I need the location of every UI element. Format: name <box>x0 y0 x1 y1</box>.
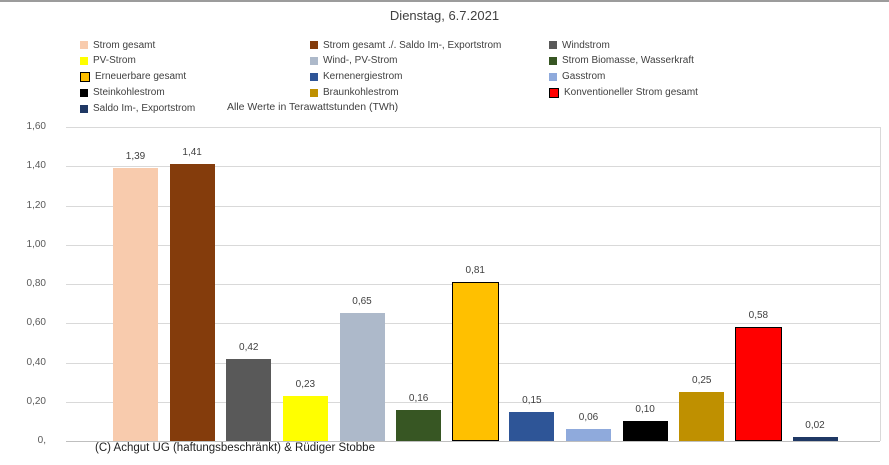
gridline <box>66 244 880 246</box>
legend-swatch-icon <box>80 71 90 82</box>
gridline <box>66 166 880 168</box>
legend-item: Steinkohlestrom <box>80 86 165 100</box>
legend-item: PV-Strom <box>80 54 136 68</box>
bar <box>226 358 272 441</box>
legend-item: Kernenergiestrom <box>310 70 402 84</box>
bar-value-label: 0,16 <box>408 392 429 404</box>
plot-area: 1,39 1,41 0,42 0,23 0,65 0,16 0,81 0,15 0,06 0,10… <box>66 127 881 442</box>
legend-swatch-icon <box>80 41 88 49</box>
legend-label: Strom Biomasse, Wasserkraft <box>562 55 694 67</box>
y-tick-label: 0,60 <box>26 317 46 329</box>
legend-label: Konventioneller Strom gesamt <box>564 87 698 99</box>
legend-swatch-icon <box>80 56 88 65</box>
bar-value-label: 0,81 <box>465 265 485 277</box>
bar <box>113 168 158 441</box>
units-note: Alle Werte in Terawattstunden (TWh) <box>227 101 399 113</box>
bar <box>339 313 385 441</box>
bar-value-label: 0,15 <box>522 394 542 406</box>
legend-label: PV-Strom <box>93 55 136 67</box>
legend-item: Braunkohlestrom <box>310 86 399 100</box>
legend-label: Strom gesamt <box>93 39 156 51</box>
legend-label: Saldo Im-, Exportstrom <box>93 103 196 115</box>
bar <box>396 409 442 441</box>
legend-label: Windstrom <box>562 39 610 51</box>
legend-item: Saldo Im-, Exportstrom <box>80 102 195 116</box>
legend-item: Windstrom <box>549 38 610 52</box>
bar <box>451 282 499 441</box>
bar <box>282 395 328 441</box>
bar-value-label: 0,23 <box>295 378 316 390</box>
legend-swatch-icon <box>310 88 318 97</box>
y-tick-label: 1,60 <box>26 121 46 132</box>
legend-swatch-icon <box>310 72 318 81</box>
legend-item: Erneuerbare gesamt <box>80 70 186 84</box>
legend-label: Wind-, PV-Strom <box>323 55 398 67</box>
bar <box>734 327 782 441</box>
legend-swatch-icon <box>310 41 318 49</box>
legend-swatch-icon <box>549 41 557 49</box>
bar <box>792 437 838 441</box>
legend-swatch-icon <box>549 72 557 81</box>
legend-swatch-icon <box>80 88 88 97</box>
y-tick-label: 1,00 <box>26 238 46 250</box>
legend-label: Kernenergiestrom <box>323 71 403 83</box>
y-tick-label: 1,20 <box>26 199 46 211</box>
legend-swatch-icon <box>80 104 88 113</box>
legend-item: Strom gesamt <box>80 38 155 52</box>
y-tick-label: 1,40 <box>26 160 46 172</box>
top-border-line <box>0 0 889 2</box>
bar <box>169 164 215 441</box>
legend-item: Konventioneller Strom gesamt <box>549 86 698 100</box>
y-tick-label: 0, <box>37 435 46 446</box>
bar-value-label: 0,06 <box>578 412 599 424</box>
bar-value-label: 0,10 <box>635 404 655 416</box>
legend-label: Gasstrom <box>562 71 606 83</box>
bar-value-label: 0,58 <box>748 310 769 322</box>
bar-value-label: 1,41 <box>182 147 202 159</box>
copyright-text: (C) Achgut UG (haftungsbeschränkt) & Rüd… <box>95 442 375 454</box>
bar <box>679 391 725 441</box>
legend-item: Strom Biomasse, Wasserkraft <box>549 54 694 68</box>
bar-value-label: 0,42 <box>239 341 259 353</box>
legend-label: Steinkohlestrom <box>93 87 165 99</box>
legend-label: Strom gesamt ./. Saldo Im-, Exportstrom <box>323 39 502 51</box>
legend-item: Strom gesamt ./. Saldo Im-, Exportstrom <box>310 38 501 52</box>
bar-value-label: 1,39 <box>125 151 146 163</box>
legend-label: Braunkohlestrom <box>323 87 399 99</box>
x-axis-line <box>66 441 880 442</box>
bar-value-label: 0,65 <box>352 296 372 308</box>
y-tick-label: 0,20 <box>26 395 46 407</box>
bar-value-label: 0,02 <box>805 420 825 432</box>
legend-swatch-icon <box>310 56 318 65</box>
bar <box>566 429 611 441</box>
legend-label: Erneuerbare gesamt <box>95 71 187 83</box>
gridline <box>66 127 880 128</box>
bar <box>509 411 555 441</box>
legend-swatch-icon <box>549 56 557 65</box>
bar <box>622 421 668 441</box>
bar-value-label: 0,25 <box>692 374 712 386</box>
legend-item: Wind-, PV-Strom <box>310 54 397 68</box>
legend-item: Gasstrom <box>549 70 605 84</box>
y-tick-label: 0,80 <box>26 278 46 289</box>
legend-swatch-icon <box>549 87 559 98</box>
chart-title: Dienstag, 6.7.2021 <box>389 8 500 23</box>
y-tick-label: 0,40 <box>26 356 46 368</box>
gridline <box>66 205 880 207</box>
